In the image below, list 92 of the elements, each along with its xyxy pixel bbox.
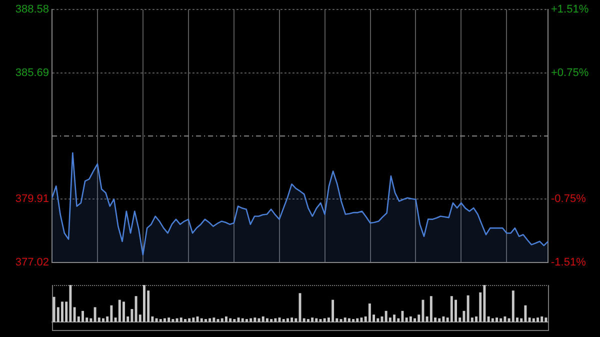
bar	[504, 316, 506, 322]
bar	[450, 296, 453, 322]
bar	[384, 310, 388, 322]
bar	[532, 318, 535, 322]
bar	[524, 305, 527, 322]
y-tick-label: 379.91	[15, 193, 49, 206]
bar	[306, 319, 310, 322]
bar	[323, 318, 326, 322]
bar	[245, 319, 248, 322]
bar	[220, 318, 224, 322]
bar	[405, 318, 408, 322]
bar	[102, 318, 104, 322]
y-tick-label: 377.02	[15, 256, 49, 268]
bar	[208, 318, 212, 322]
bar	[122, 302, 125, 322]
y2-tick-label: +1.51%	[551, 4, 589, 16]
bar	[110, 305, 113, 322]
bar	[462, 310, 466, 322]
bar	[430, 296, 432, 322]
bar	[500, 318, 502, 322]
bar	[348, 318, 350, 322]
bar	[69, 285, 72, 322]
bar	[422, 300, 424, 322]
bar	[466, 295, 470, 322]
bar	[184, 319, 186, 322]
bar	[512, 290, 514, 322]
bar	[262, 316, 264, 322]
bar	[344, 318, 346, 322]
bar	[368, 304, 371, 322]
bar	[302, 318, 306, 322]
bar	[233, 319, 236, 322]
bar	[332, 300, 334, 322]
bar	[409, 316, 412, 322]
bar	[290, 318, 294, 322]
bar	[180, 318, 182, 322]
y2-tick-label: -1.51%	[551, 256, 586, 268]
bar	[224, 316, 228, 322]
bar	[159, 319, 162, 322]
bar	[164, 318, 166, 322]
y2-tick-label: +0.75%	[551, 67, 589, 80]
bar	[143, 285, 146, 322]
bar	[168, 318, 170, 322]
bar	[274, 318, 277, 322]
bar	[491, 318, 494, 322]
bar	[376, 318, 380, 322]
bar	[286, 318, 289, 322]
bar	[270, 319, 273, 322]
bar	[536, 318, 539, 322]
bar	[134, 296, 138, 322]
bar	[188, 318, 191, 322]
bar	[454, 300, 457, 322]
bar	[352, 319, 355, 322]
bar	[487, 316, 490, 322]
bar	[176, 318, 178, 322]
bar	[401, 310, 404, 322]
bar	[196, 316, 199, 322]
bar	[90, 318, 92, 322]
bar	[442, 316, 445, 322]
bar	[204, 319, 207, 322]
bar	[483, 285, 486, 322]
bar	[52, 296, 56, 322]
bar	[282, 319, 285, 322]
bar	[254, 318, 256, 322]
bar	[192, 318, 195, 322]
bar	[311, 318, 314, 322]
bar	[315, 318, 318, 322]
bar	[496, 318, 498, 322]
bar	[155, 318, 158, 322]
bar	[61, 302, 64, 322]
bar	[294, 318, 298, 322]
y-tick-label: 388.58	[15, 4, 49, 16]
bar	[118, 300, 121, 322]
bar	[414, 318, 416, 322]
bar	[130, 309, 134, 322]
y2-tick-label: -0.75%	[551, 192, 586, 205]
bar	[544, 318, 548, 322]
bar	[73, 307, 76, 322]
bar	[200, 318, 203, 322]
bar	[212, 318, 216, 322]
bar	[250, 318, 252, 322]
bar	[438, 318, 441, 322]
bar	[172, 319, 174, 322]
bar	[356, 318, 359, 322]
bar	[82, 310, 84, 322]
bar	[540, 316, 544, 322]
y-tick-label: 385.69	[15, 66, 49, 79]
bar	[266, 318, 268, 322]
bar	[528, 318, 531, 322]
bar	[94, 307, 96, 322]
bar	[393, 314, 396, 322]
bar	[241, 318, 244, 322]
bar	[229, 318, 232, 322]
